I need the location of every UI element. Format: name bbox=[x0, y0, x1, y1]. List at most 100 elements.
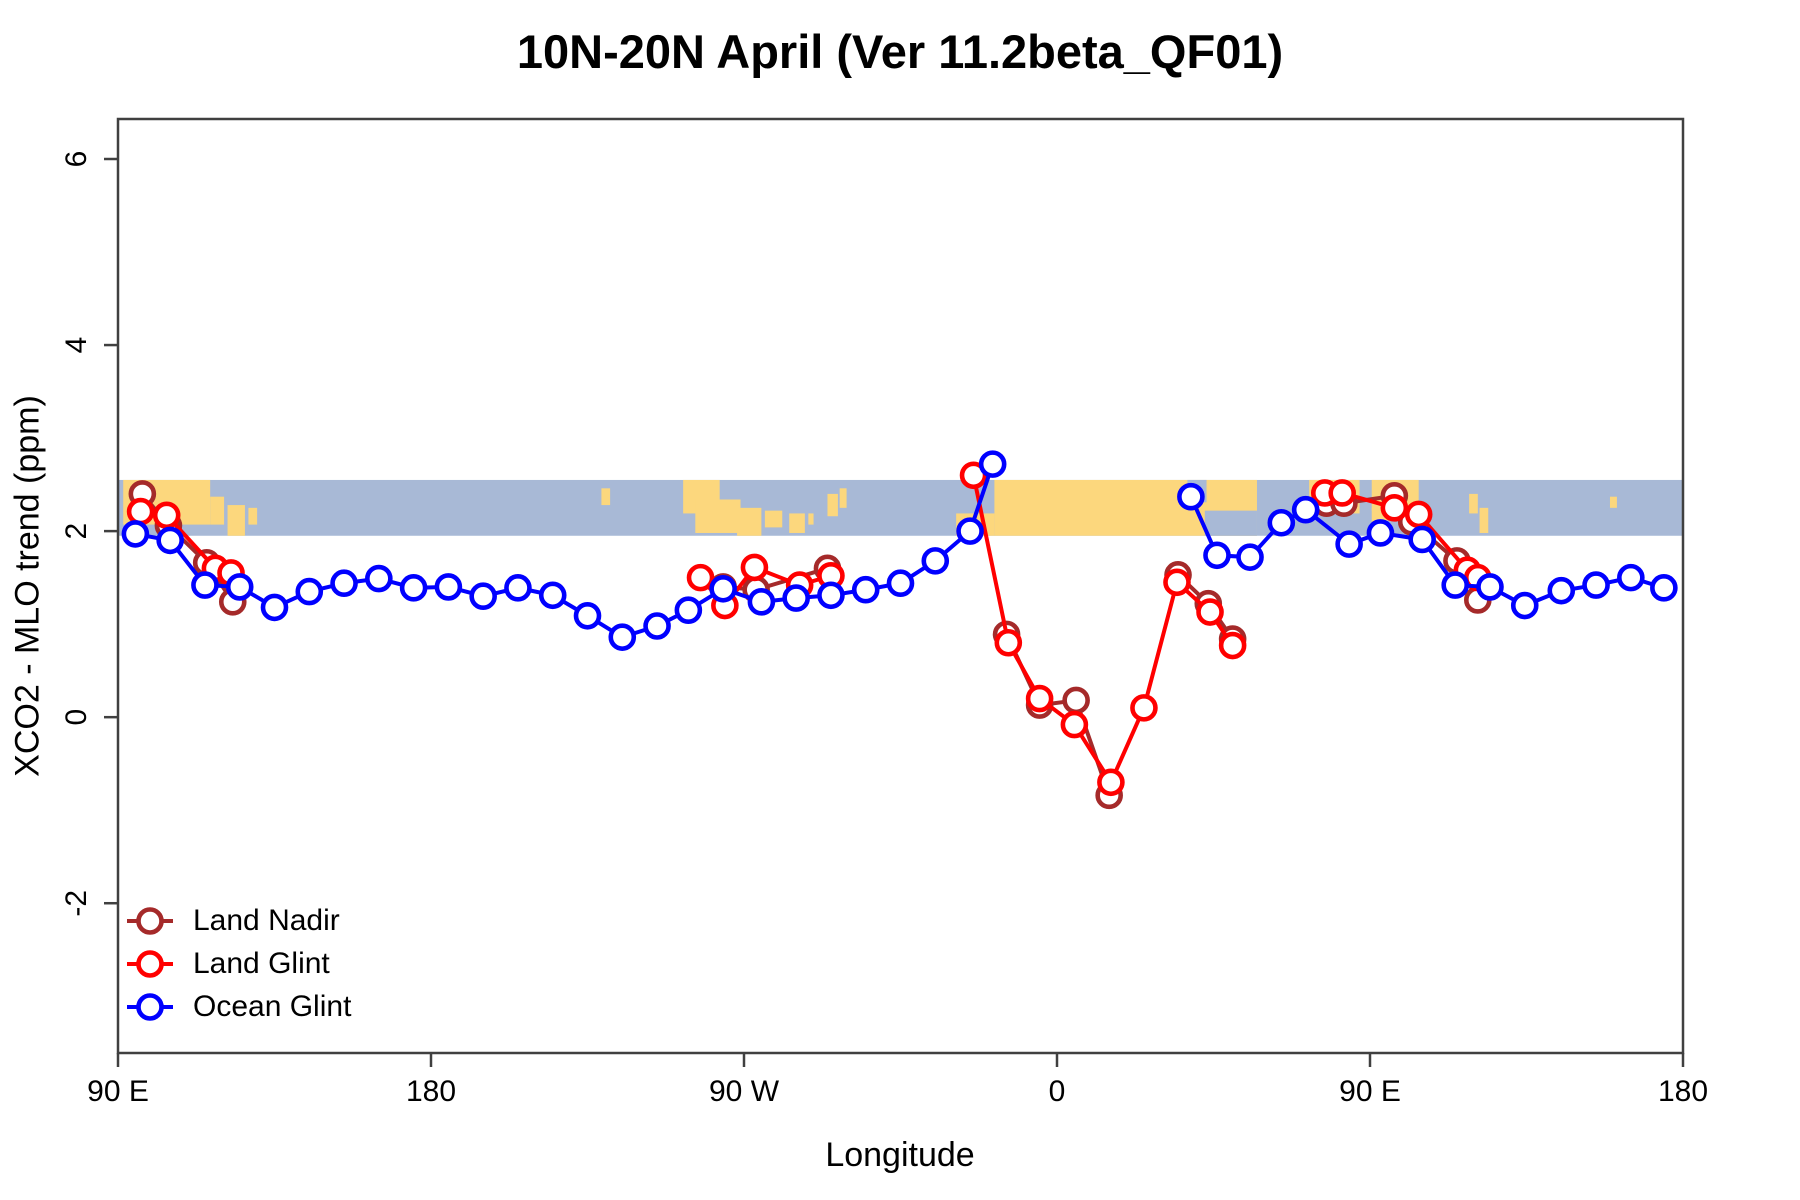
data-point bbox=[994, 628, 1023, 657]
land-patch bbox=[827, 493, 838, 517]
data-point bbox=[1291, 495, 1320, 524]
land-patch bbox=[248, 507, 258, 525]
land-patch bbox=[737, 507, 762, 536]
data-point bbox=[709, 574, 737, 603]
data-point bbox=[1408, 525, 1436, 554]
legend-marker-land-glint bbox=[127, 949, 173, 978]
data-point bbox=[956, 517, 984, 545]
data-point bbox=[817, 581, 845, 610]
data-point bbox=[152, 501, 181, 530]
land-patch bbox=[1609, 496, 1617, 508]
data-point bbox=[1218, 631, 1247, 660]
data-point bbox=[978, 450, 1007, 478]
data-point bbox=[1236, 543, 1264, 571]
data-point bbox=[1510, 591, 1539, 620]
data-point bbox=[643, 612, 671, 640]
x-axis-ticks: 90 E 180 90 W 0 90 E 180 bbox=[87, 1053, 1708, 1108]
data-point bbox=[1130, 694, 1158, 722]
data-point bbox=[1547, 576, 1576, 605]
y-tick-label: 0 bbox=[60, 709, 93, 726]
land-patch bbox=[601, 488, 611, 506]
legend-marker-ocean-glint bbox=[127, 992, 173, 1021]
land-patch bbox=[1479, 507, 1489, 533]
legend-item-ocean-glint: Ocean Glint bbox=[126, 985, 351, 1028]
series-ocean-glint bbox=[121, 450, 1678, 651]
data-point bbox=[1062, 686, 1090, 715]
data-point bbox=[1380, 494, 1409, 522]
x-tick-label: 90 E bbox=[87, 1075, 149, 1108]
legend-marker-land-nadir bbox=[127, 906, 173, 935]
x-tick-label: 0 bbox=[1049, 1075, 1066, 1108]
land-patch bbox=[227, 505, 245, 536]
land-patch bbox=[695, 499, 741, 533]
land-patch bbox=[789, 513, 805, 533]
land-patch bbox=[808, 513, 814, 525]
data-point bbox=[1650, 574, 1678, 602]
data-point bbox=[1196, 598, 1224, 626]
data-point bbox=[126, 497, 155, 526]
ocean-patch bbox=[1204, 510, 1257, 536]
series-line bbox=[1004, 632, 1112, 798]
data-point bbox=[399, 574, 428, 602]
data-point bbox=[740, 553, 769, 582]
y-tick-label: 6 bbox=[60, 151, 93, 168]
data-point bbox=[434, 573, 463, 601]
data-point bbox=[1441, 571, 1470, 599]
x-tick-label: 180 bbox=[406, 1075, 456, 1108]
data-point bbox=[886, 569, 915, 598]
data-point bbox=[573, 601, 602, 630]
data-point bbox=[851, 575, 880, 604]
legend-item-land-glint: Land Glint bbox=[126, 942, 351, 985]
data-point bbox=[1025, 684, 1054, 713]
data-point bbox=[504, 574, 532, 602]
data-point bbox=[121, 520, 150, 548]
legend-label-land-nadir: Land Nadir bbox=[193, 903, 340, 937]
land-patch bbox=[210, 496, 225, 525]
data-point bbox=[1328, 479, 1356, 507]
y-tick-label: 4 bbox=[60, 337, 93, 354]
data-point bbox=[260, 593, 289, 622]
data-point bbox=[1177, 482, 1205, 511]
legend-label-ocean-glint: Ocean Glint bbox=[193, 989, 352, 1023]
data-point bbox=[782, 584, 810, 612]
y-tick-label: -2 bbox=[60, 890, 93, 917]
legend-label-land-glint: Land Glint bbox=[193, 946, 330, 980]
y-tick-label: 2 bbox=[60, 523, 93, 540]
data-point bbox=[1267, 508, 1296, 537]
chart-title: 10N-20N April (Ver 11.2beta_QF01) bbox=[516, 25, 1284, 78]
data-point bbox=[747, 588, 776, 616]
data-point bbox=[1404, 500, 1433, 529]
y-axis-label: XCO2 - MLO trend (ppm) bbox=[8, 395, 47, 777]
data-point bbox=[921, 547, 950, 575]
data-point bbox=[365, 564, 393, 593]
data-point bbox=[1163, 568, 1191, 597]
land-patch bbox=[764, 510, 783, 528]
data-point bbox=[674, 596, 703, 624]
legend-item-land-nadir: Land Nadir bbox=[126, 899, 351, 942]
data-point bbox=[1060, 710, 1089, 739]
data-point bbox=[1097, 768, 1125, 797]
data-point bbox=[1582, 571, 1610, 599]
data-point bbox=[1617, 563, 1645, 592]
data-point bbox=[330, 569, 358, 598]
data-point bbox=[156, 526, 184, 555]
data-point bbox=[1476, 573, 1504, 601]
data-point bbox=[538, 581, 567, 610]
plot-border bbox=[116, 117, 1685, 1055]
y-axis-ticks: -2 0 2 4 6 bbox=[60, 151, 118, 917]
data-point bbox=[1366, 519, 1395, 547]
data-point bbox=[608, 623, 637, 651]
data-point bbox=[469, 582, 497, 611]
land-patch bbox=[1469, 493, 1478, 514]
data-point bbox=[686, 563, 715, 592]
data-point bbox=[225, 573, 254, 601]
data-point bbox=[295, 577, 324, 606]
data-point bbox=[1335, 530, 1363, 558]
data-point bbox=[1203, 541, 1231, 570]
x-axis-label: Longitude bbox=[825, 1136, 975, 1174]
legend: Land Nadir Land Glint Ocean Glint bbox=[126, 899, 351, 1028]
land-patch bbox=[839, 488, 847, 508]
x-tick-label: 90 E bbox=[1339, 1075, 1401, 1108]
